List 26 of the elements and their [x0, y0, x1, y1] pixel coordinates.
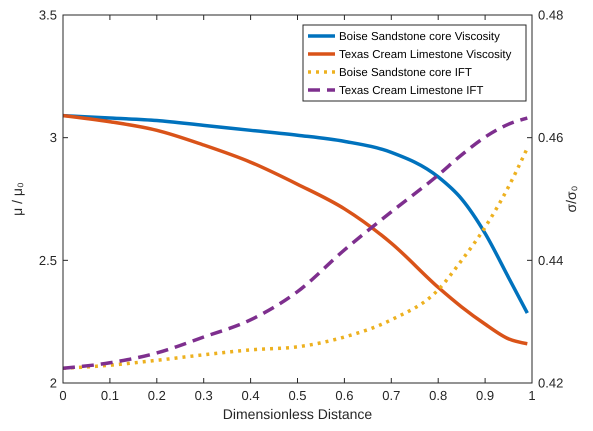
x-tick-label: 0.3: [194, 388, 213, 403]
x-tick-label: 0: [59, 388, 67, 403]
y-tick-label: 3.5: [38, 8, 57, 22]
legend-label: Boise Sandstone core IFT: [339, 67, 472, 79]
x-axis-title: Dimensionless Distance: [222, 406, 372, 422]
x-tick-label: 0.2: [148, 388, 166, 403]
y2-axis-title: σ/σ₀: [563, 185, 579, 212]
y2-tick-label: 0.44: [538, 252, 564, 268]
y2-tick-label: 0.48: [538, 8, 564, 22]
x-tick-label: 0.4: [242, 388, 260, 403]
y2-tick-label: 0.42: [538, 376, 564, 390]
y2-tick-label: 0.46: [538, 130, 564, 146]
x-tick-label: 0.9: [476, 388, 494, 403]
x-tick-label: 0.8: [429, 388, 448, 403]
y-axis-title: μ / μ₀: [9, 182, 25, 216]
y-tick-label: 3: [50, 130, 57, 146]
x-tick-label: 0.7: [382, 388, 400, 403]
y-tick-label: 2.5: [38, 252, 57, 268]
x-tick-label: 0.1: [100, 388, 119, 403]
legend-label: Texas Cream Limestone Viscosity: [339, 49, 512, 61]
legend-label: Boise Sandstone core Viscosity: [339, 31, 500, 43]
x-tick-label: 0.5: [288, 388, 307, 403]
x-tick-label: 1: [528, 388, 536, 403]
x-tick-label: 0.6: [335, 388, 354, 403]
y-tick-label: 2: [50, 376, 57, 390]
legend-label: Texas Cream Limestone IFT: [339, 85, 484, 97]
